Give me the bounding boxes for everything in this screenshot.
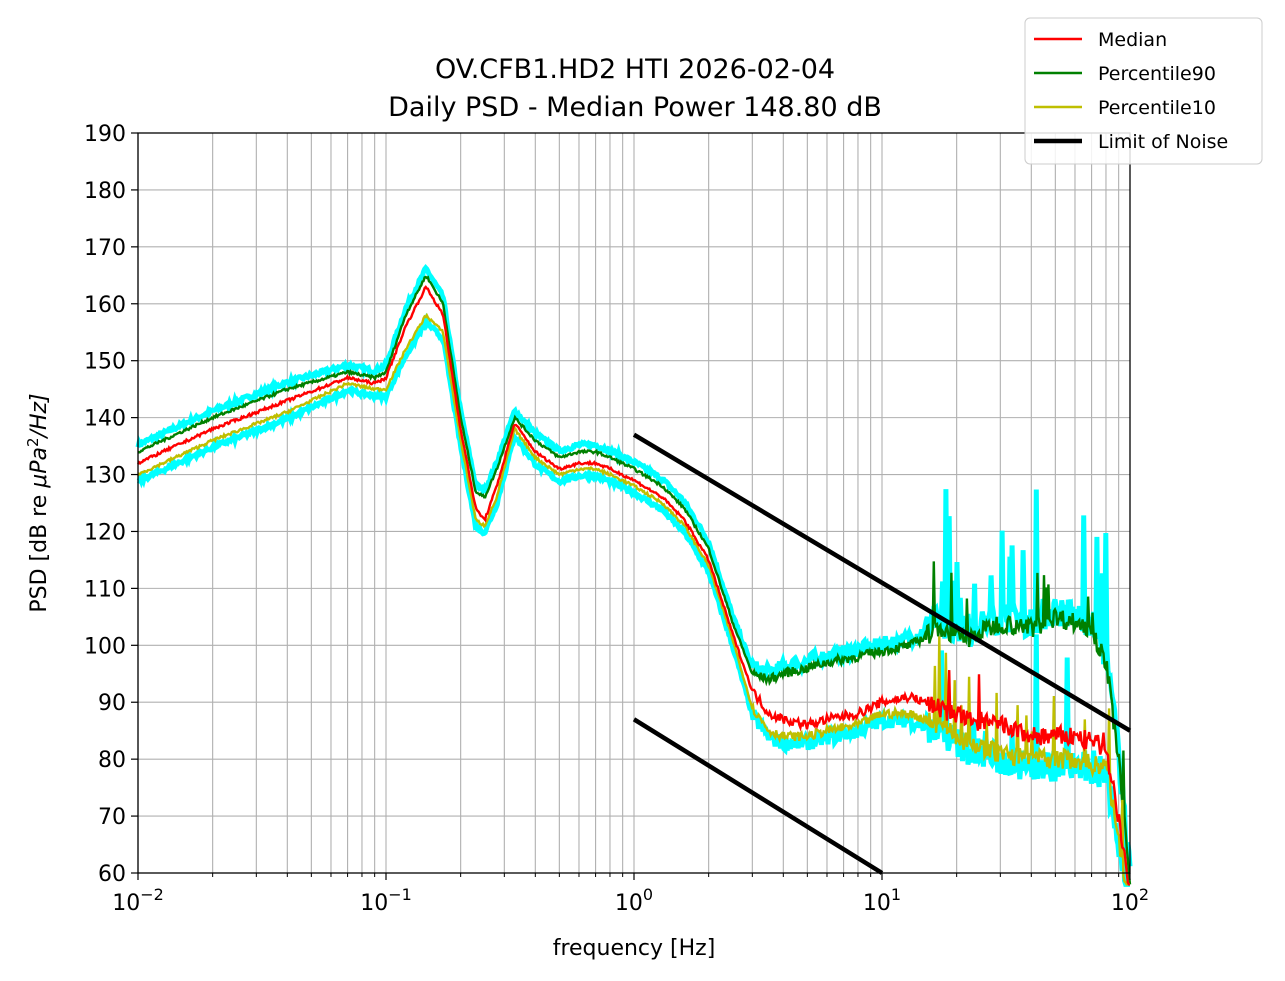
legend-entry-label: Median <box>1098 29 1167 51</box>
y-axis-label-unit: μPa <box>27 447 52 489</box>
legend: Median Percentile90 Percentile10 Limit of N… <box>1024 17 1263 165</box>
series-line-median <box>136 285 1130 886</box>
axis-ticks: 60 70 80 90 100 110 120 130 140 150 160 170 180 190 10… <box>84 122 1149 916</box>
y-tick-label: 110 <box>84 577 126 602</box>
y-axis-label-suffix: /Hz] <box>27 393 52 439</box>
lower-noise-line <box>632 717 884 875</box>
x-tick-label: 10−1 <box>360 885 412 916</box>
series-layer <box>136 275 1132 886</box>
series-line-percentile10 <box>136 312 1130 886</box>
chart-title-line1: OV.CFB1.HD2 HTI 2026-02-04 <box>435 54 835 85</box>
x-tick-label: 10−2 <box>112 885 164 916</box>
y-tick-label: 60 <box>98 862 126 887</box>
y-axis-label-prefix: PSD [dB re <box>27 488 52 613</box>
y-tick-label: 180 <box>84 179 126 204</box>
y-tick-label: 90 <box>98 691 126 716</box>
x-tick-label: 100 <box>615 885 653 916</box>
y-tick-label: 170 <box>84 236 126 261</box>
y-tick-label: 150 <box>84 350 126 375</box>
chart-title-line2: Daily PSD - Median Power 148.80 dB <box>388 92 882 123</box>
x-tick-label: 101 <box>863 885 901 916</box>
legend-entry-label: Limit of Noise <box>1098 131 1228 153</box>
x-tick-label: 102 <box>1111 885 1149 916</box>
y-axis-label: PSD [dB re μPa2/Hz] <box>24 393 52 612</box>
y-tick-label: 70 <box>98 805 126 830</box>
series-line-percentile90 <box>137 275 1132 885</box>
y-tick-label: 130 <box>84 464 126 489</box>
x-axis-label: frequency [Hz] <box>553 936 716 961</box>
y-tick-label: 80 <box>98 748 126 773</box>
series-line-limit-of-noise <box>632 432 1132 733</box>
legend-entry-label: Percentile90 <box>1098 63 1216 85</box>
legend-frame <box>1024 17 1263 165</box>
y-tick-label: 140 <box>84 407 126 432</box>
legend-entry-label: Percentile10 <box>1098 97 1216 119</box>
y-axis-label-exp: 2 <box>24 437 42 447</box>
y-tick-label: 160 <box>84 293 126 318</box>
y-tick-label: 120 <box>84 520 126 545</box>
y-tick-label: 190 <box>84 122 126 147</box>
y-tick-label: 100 <box>84 634 126 659</box>
